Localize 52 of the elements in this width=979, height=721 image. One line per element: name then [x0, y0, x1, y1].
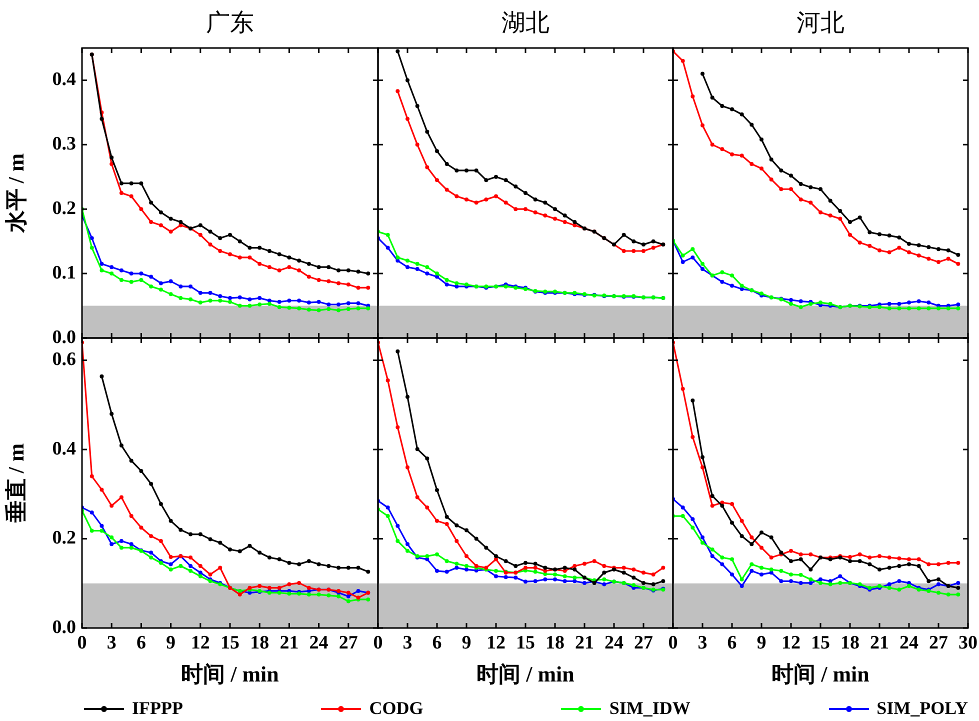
x-tick-label: 6: [727, 632, 737, 654]
x-tick-label: 27: [929, 632, 948, 654]
y-tick-label: 0.6: [52, 349, 76, 370]
x-tick-label: 27: [338, 632, 358, 654]
x-tick-label: 12: [486, 632, 506, 654]
legend-label: IFPPP: [132, 698, 183, 719]
x-tick-label: 9: [166, 632, 176, 654]
y-axis-title: 水平 / m: [4, 153, 29, 234]
legend-label: SIM_IDW: [609, 698, 690, 719]
x-tick-label: 24: [309, 632, 329, 654]
x-tick-label: 0: [668, 632, 678, 654]
y-tick-label: 0.0: [52, 326, 76, 348]
x-tick-label: 6: [432, 632, 442, 654]
x-tick-label: 3: [106, 632, 116, 654]
x-tick-label: 15: [220, 632, 240, 654]
x-tick-label: 30: [958, 632, 978, 654]
y-axis-title: 垂直 / m: [4, 443, 29, 524]
x-tick-label: 0: [373, 632, 383, 654]
y-tick-label: 0.2: [52, 528, 76, 549]
x-tick-label: 18: [840, 632, 860, 654]
y-tick-label: 0.4: [52, 438, 76, 460]
x-tick-label: 24: [900, 632, 919, 654]
x-tick-label: 12: [782, 632, 800, 654]
x-tick-label: 18: [250, 632, 270, 654]
x-tick-label: 9: [462, 632, 472, 654]
x-tick-label: 15: [516, 632, 535, 654]
x-tick-label: 0: [77, 632, 87, 654]
x-tick-label: 6: [136, 632, 146, 654]
y-tick-label: 0.1: [52, 262, 76, 284]
x-axis-title: 时间 / min: [476, 662, 574, 687]
chart-title: 湖北: [502, 10, 550, 36]
y-tick-label: 0.4: [52, 69, 76, 90]
x-tick-label: 3: [402, 632, 412, 654]
legend-label: SIM_POLY: [876, 698, 968, 719]
x-tick-label: 21: [280, 632, 299, 654]
y-tick-label: 0.0: [52, 616, 76, 638]
x-axis-title: 时间 / min: [772, 662, 870, 687]
x-tick-label: 21: [575, 632, 594, 654]
x-tick-label: 21: [870, 632, 889, 654]
x-tick-label: 24: [604, 632, 624, 654]
x-tick-label: 15: [811, 632, 830, 654]
y-tick-label: 0.2: [52, 198, 76, 220]
x-tick-label: 27: [634, 632, 654, 654]
chart-title: 广东: [206, 9, 254, 36]
x-tick-label: 3: [698, 632, 708, 654]
y-tick-label: 0.3: [52, 134, 76, 155]
x-tick-label: 9: [756, 632, 766, 654]
x-axis-title: 时间 / min: [181, 662, 279, 687]
chart-title: 河北: [796, 10, 844, 36]
x-tick-label: 18: [546, 632, 564, 654]
x-tick-label: 12: [190, 632, 210, 654]
legend-label: CODG: [369, 698, 424, 719]
